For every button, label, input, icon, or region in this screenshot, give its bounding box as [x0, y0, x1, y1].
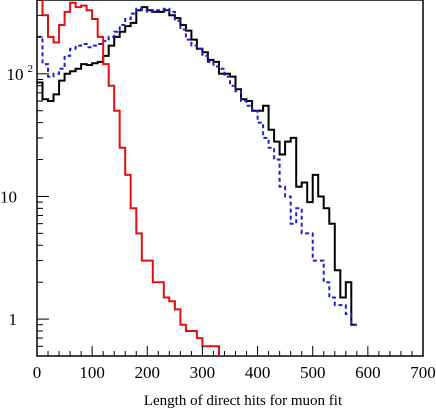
x-tick-label: 300	[190, 363, 216, 382]
x-tick-label: 200	[135, 363, 161, 382]
series-layer	[37, 0, 357, 356]
y-tick-label: 10 2	[7, 63, 34, 84]
x-tick-label: 600	[355, 363, 381, 382]
tick-layer: 0 100 200 300 400 500 600 700 1 10 10 2	[0, 0, 436, 382]
x-tick-label: 500	[300, 363, 326, 382]
x-tick-label: 400	[245, 363, 271, 382]
x-tick-label: 0	[33, 363, 42, 382]
series-0-line	[37, 6, 357, 326]
x-tick-label: 100	[79, 363, 105, 382]
x-tick-label: 700	[410, 363, 436, 382]
y-tick-label: 1	[9, 310, 18, 329]
x-axis-title: Length of direct hits for muon fit	[144, 393, 343, 409]
series-1-line	[37, 7, 357, 326]
series-2-line	[37, 0, 357, 356]
y-tick-label: 10	[0, 187, 17, 206]
plot-frame	[36, 0, 424, 357]
